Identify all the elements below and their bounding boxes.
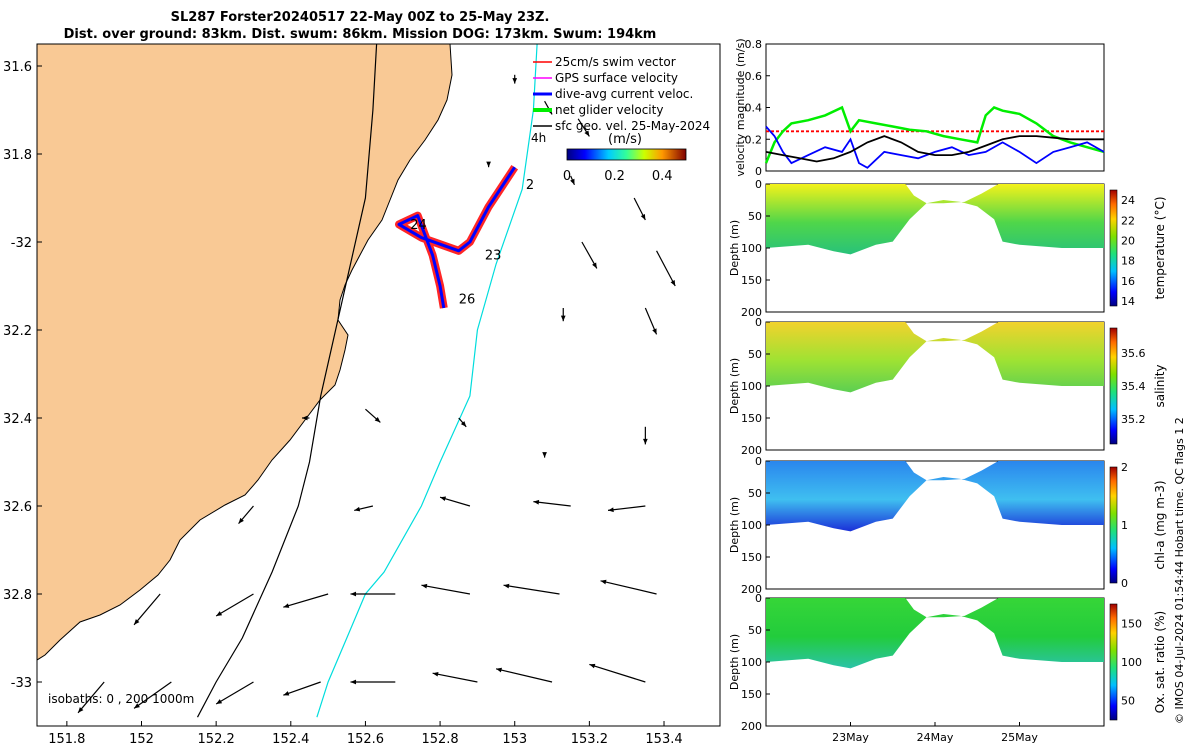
glider-track: [395, 164, 519, 309]
isobaths-label: isobaths: 0 , 200 1000m: [48, 692, 194, 706]
map-ytick-label-2: -32: [11, 236, 32, 251]
geo-vector-head-28: [134, 703, 140, 709]
map-ytick-label-7: -33: [11, 676, 32, 691]
geo-vector-head-5: [640, 214, 646, 220]
map-ytick-label-3: 32.2: [3, 324, 32, 339]
geo-vector-head-20: [134, 619, 140, 625]
geo-vector-18: [533, 501, 571, 507]
legend-gps: GPS surface velocity: [555, 71, 678, 85]
geo-vector-head-6: [592, 262, 597, 269]
geo-vector-head-16: [354, 506, 361, 512]
day-label-1: 24: [410, 218, 427, 233]
geostrophic-vectors: [77, 74, 676, 714]
map-ticks: 151.8 152 152.2 152.4 152.6 152.8 153 153.2 153.…: [3, 60, 683, 747]
geo-vector-head-4: [570, 178, 575, 185]
geo-vector-head-24: [421, 583, 428, 589]
geo-vector-head-17: [440, 496, 447, 502]
map-xtick-label-5: 152.8: [421, 732, 458, 747]
legend-net: net glider velocity: [555, 103, 663, 117]
geo-vector-22: [283, 593, 329, 608]
geo-vector-head-3: [486, 161, 491, 168]
day-label-3: 26: [459, 293, 476, 308]
geo-vector-head-23: [350, 591, 357, 597]
isobath-1000m: [316, 44, 538, 718]
legend-geo: sfc geo. vel. 25-May-2024: [555, 119, 710, 133]
geo-vector-25: [503, 584, 560, 595]
geo-vector-head-10: [301, 415, 308, 421]
geo-vector-27: [77, 681, 105, 714]
geo-vector-26: [600, 580, 657, 595]
day-label-0: 2: [526, 178, 534, 193]
map-ytick-label-0: 31.6: [3, 60, 32, 75]
geo-vector-24: [421, 584, 471, 595]
map-xtick-label-0: 151.8: [48, 732, 85, 747]
map-xtick-label-8: 153.4: [645, 732, 682, 747]
map-ytick-label-5: 32.6: [3, 500, 32, 515]
map-ytick-label-1: 31.8: [3, 148, 32, 163]
map-xtick-label-4: 152.6: [347, 732, 384, 747]
legend-current: dive-avg current veloc.: [555, 87, 693, 101]
geo-vector-head-25: [503, 583, 510, 589]
geo-vector-head-7: [670, 280, 676, 286]
speed-cb-tick-0: 0: [563, 169, 571, 184]
map-legend: 25cm/s swim vector GPS surface velocity …: [531, 55, 710, 184]
geo-vector-head-0: [512, 78, 518, 84]
speed-colorbar: [566, 148, 687, 161]
geo-vector-head-34: [589, 663, 596, 669]
geo-vector-head-30: [283, 691, 290, 696]
geo-vector-21: [215, 593, 254, 617]
geo-vector-head-31: [350, 679, 357, 685]
geo-vector-34: [589, 663, 646, 683]
figure-title-line2: Dist. over ground: 83km. Dist. swum: 86k…: [63, 27, 657, 42]
geo-vector-head-27: [78, 707, 84, 713]
map-xtick-label-6: 153: [502, 732, 527, 747]
speed-colorbar-unit: (m/s): [608, 132, 642, 147]
geo-vector-head-22: [283, 603, 290, 608]
geo-vector-head-11: [374, 416, 381, 423]
figure-title-line1: SL287 Forster20240517 22-May 00Z to 25-M…: [170, 10, 550, 25]
geo-vector-head-8: [560, 315, 566, 322]
geo-vector-head-12: [460, 421, 467, 427]
geo-vector-30: [283, 681, 321, 696]
geo-vector-head-14: [542, 452, 547, 458]
geo-vector-19: [607, 505, 646, 511]
geo-vector-head-33: [496, 667, 502, 673]
geo-vector-29: [215, 681, 254, 705]
geo-vector-7: [656, 250, 676, 287]
legend-swim: 25cm/s swim vector: [555, 55, 676, 69]
vector-scale-note: 4h: [531, 131, 546, 145]
geo-vector-28: [133, 681, 172, 709]
geo-vector-head-13: [643, 438, 648, 445]
geo-vector-head-18: [533, 499, 540, 505]
geo-vector-head-21: [216, 611, 223, 616]
map-xtick-label-3: 152.4: [272, 732, 309, 747]
map-xtick-label-2: 152.2: [198, 732, 235, 747]
map-ytick-label-4: 32.4: [3, 412, 32, 427]
geo-vector-32: [432, 672, 478, 683]
geo-vector-head-19: [608, 507, 614, 513]
speed-cb-tick-1: 0.2: [604, 169, 625, 184]
geo-vector-head-26: [600, 579, 607, 585]
geo-vector-head-15: [238, 517, 244, 524]
copyright-note: © IMOS 04-Jul-2024 01:54:44 Hobart time.…: [1173, 417, 1186, 724]
map-ytick-label-6: 32.8: [3, 588, 32, 603]
geo-vector-20: [133, 593, 161, 626]
map-frame: [36, 43, 721, 727]
map-xtick-label-7: 153.2: [571, 732, 608, 747]
geo-vector-head-32: [432, 671, 439, 677]
geo-vector-head-2: [584, 130, 590, 137]
current-track: [397, 166, 516, 309]
isobath-200m: [196, 44, 378, 718]
speed-colorbar-ticks: 0 0.2 0.4: [563, 169, 673, 184]
land-mass: [37, 44, 453, 661]
geo-vector-33: [495, 668, 553, 683]
map-xtick-label-1: 152: [129, 732, 154, 747]
speed-cb-tick-2: 0.4: [652, 169, 673, 184]
day-labels: 2 24 23 26: [410, 178, 534, 307]
geo-vector-head-9: [652, 328, 657, 335]
geo-vector-head-29: [216, 699, 223, 704]
day-label-2: 23: [485, 249, 502, 264]
